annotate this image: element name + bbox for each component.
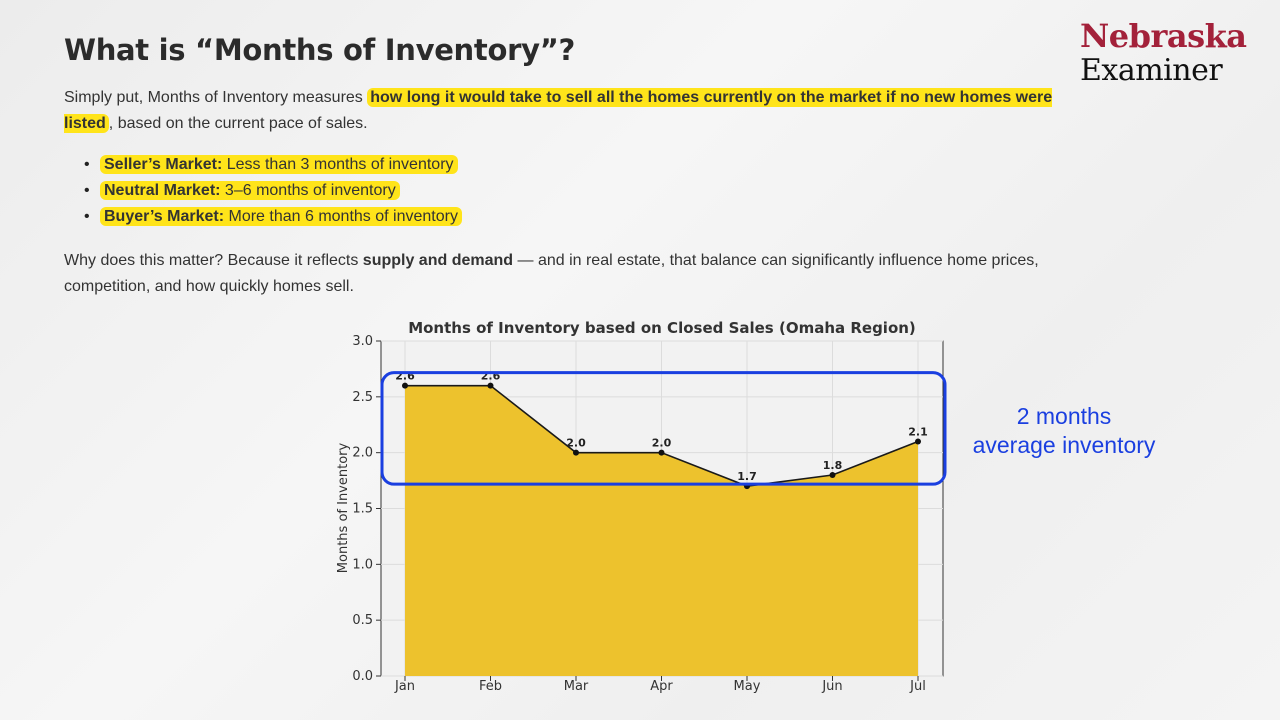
x-tick-label: Apr	[650, 679, 673, 694]
x-tick-label: Jul	[909, 679, 926, 694]
market-label: Neutral Market:	[104, 182, 221, 199]
y-tick-label: 1.0	[352, 557, 373, 572]
x-tick-label: Jun	[821, 679, 842, 694]
why-prefix: Why does this matter? Because it reflect…	[64, 252, 363, 269]
logo-line-2: Examiner	[1080, 53, 1223, 88]
area-layer	[402, 382, 921, 676]
average-callout: 2 months average inventory	[955, 402, 1173, 460]
market-desc: 3–6 months of inventory	[220, 182, 396, 199]
data-label: 1.8	[823, 459, 843, 472]
axis-ticks: 0.0 0.5 1.0 1.5 2.0 2.5 3.0 Jan Feb Mar Apr May Jun J…	[352, 334, 926, 694]
list-item: Neutral Market: 3–6 months of inventory	[84, 178, 462, 204]
market-types-list: Seller’s Market: Less than 3 months of i…	[84, 152, 462, 230]
intro-suffix: , based on the current pace of sales.	[108, 115, 368, 132]
x-tick-label: Jan	[394, 679, 415, 694]
data-point	[915, 438, 921, 445]
data-label: 2.0	[566, 437, 586, 450]
market-desc: Less than 3 months of inventory	[222, 156, 454, 173]
data-label: 2.0	[652, 437, 672, 450]
data-label: 2.1	[908, 426, 928, 439]
page-title: What is “Months of Inventory”?	[64, 33, 575, 67]
list-item: Seller’s Market: Less than 3 months of i…	[84, 152, 462, 178]
publisher-logo[interactable]: Nebraska Examiner	[1080, 18, 1250, 88]
data-point	[573, 449, 579, 456]
y-tick-label: 1.5	[352, 502, 373, 517]
market-label: Buyer’s Market:	[104, 208, 225, 225]
chart-title: Months of Inventory based on Closed Sale…	[408, 319, 916, 337]
y-tick-label: 2.5	[352, 390, 373, 405]
market-desc: More than 6 months of inventory	[224, 208, 458, 225]
callout-line-1: 2 months	[1016, 403, 1112, 429]
why-bold: supply and demand	[362, 252, 514, 269]
x-tick-label: Mar	[564, 679, 589, 694]
y-tick-label: 0.0	[352, 669, 373, 684]
why-suffix: — and in real estate, that balance can s…	[64, 252, 1039, 295]
logo-line-1: Nebraska	[1080, 17, 1247, 55]
average-callout-box	[380, 371, 947, 486]
intro-prefix: Simply put, Months of Inventory measures	[64, 89, 368, 106]
data-point	[487, 382, 494, 389]
market-label: Seller’s Market:	[104, 156, 223, 173]
x-tick-label: May	[734, 679, 761, 694]
y-tick-label: 0.5	[352, 613, 373, 628]
callout-line-2: average inventory	[972, 432, 1156, 458]
data-label: 1.7	[737, 470, 757, 483]
intro-paragraph: Simply put, Months of Inventory measures…	[64, 85, 1064, 137]
data-point	[829, 472, 836, 478]
why-paragraph: Why does this matter? Because it reflect…	[64, 248, 1064, 300]
x-tick-label: Feb	[479, 679, 502, 694]
y-axis-label: Months of Inventory	[336, 442, 351, 573]
y-tick-label: 3.0	[352, 334, 373, 349]
y-tick-label: 2.0	[352, 446, 373, 461]
list-item: Buyer’s Market: More than 6 months of in…	[84, 204, 462, 230]
data-point	[402, 382, 408, 389]
data-point	[658, 449, 665, 456]
area-fill	[405, 385, 918, 676]
